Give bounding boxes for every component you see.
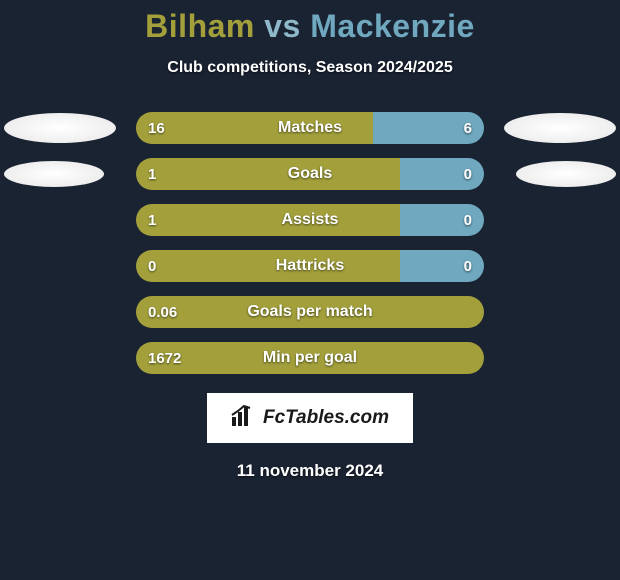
stat-bar: Matches166 [136,112,484,144]
stat-bar: Min per goal1672 [136,342,484,374]
stat-bar: Assists10 [136,204,484,236]
player-ellipse-left [4,161,104,187]
bar-left-segment [136,250,400,282]
player-ellipse-left [4,113,116,143]
stat-bar: Hattricks00 [136,250,484,282]
bar-right-segment [400,204,484,236]
player-ellipse-right [516,161,616,187]
stat-row: Matches166 [0,105,620,151]
logo-text: FcTables.com [263,407,389,429]
player-ellipse-right [504,113,616,143]
subtitle: Club competitions, Season 2024/2025 [0,59,620,77]
stat-row: Goals per match0.06 [0,289,620,335]
bar-left-segment [136,204,400,236]
stat-bar: Goals10 [136,158,484,190]
player2-name: Mackenzie [310,8,475,44]
bar-right-segment [400,250,484,282]
bar-right-segment [373,112,484,144]
bar-right-segment [400,158,484,190]
stat-row: Assists10 [0,197,620,243]
stat-row: Goals10 [0,151,620,197]
bar-left-segment [136,296,484,328]
player1-name: Bilham [145,8,255,44]
bars-icon [231,405,257,432]
bar-left-segment [136,112,373,144]
date-text: 11 november 2024 [0,461,620,481]
bar-left-segment [136,342,484,374]
stats-list: Matches166 Goals10 Assists10 Hattricks00 Goa… [0,105,620,381]
stat-row: Hattricks00 [0,243,620,289]
logo-box[interactable]: FcTables.com [207,393,413,443]
stat-bar: Goals per match0.06 [136,296,484,328]
bar-left-segment [136,158,400,190]
comparison-card: Bilham vs Mackenzie Club competitions, S… [0,0,620,481]
page-title: Bilham vs Mackenzie [0,8,620,45]
stat-row: Min per goal1672 [0,335,620,381]
vs-text: vs [264,8,301,44]
